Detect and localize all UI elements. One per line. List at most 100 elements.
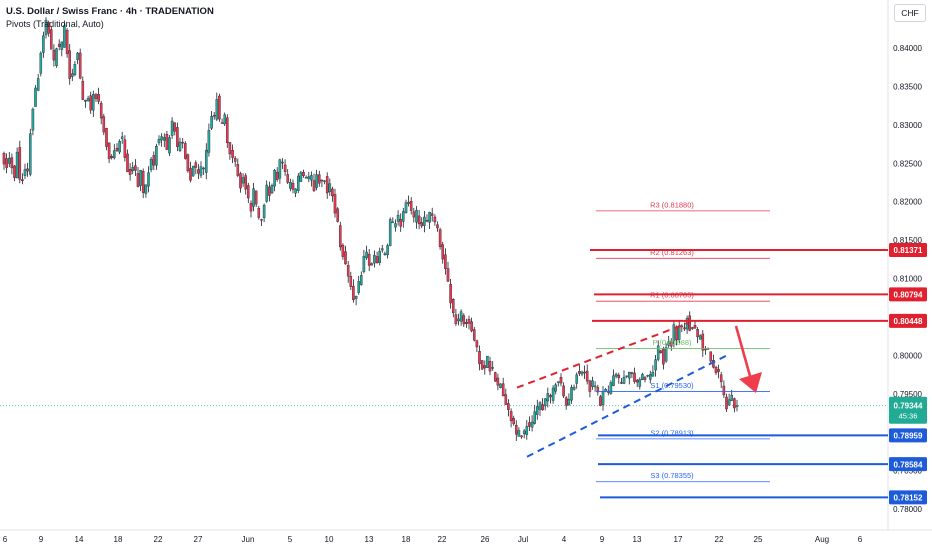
candle-body: [21, 179, 24, 182]
candle-body: [352, 285, 355, 300]
candle-body: [55, 48, 58, 66]
candle-body: [270, 185, 274, 194]
candle-body: [120, 136, 124, 139]
candle-body: [199, 166, 203, 176]
time-tick-label: 26: [481, 535, 490, 544]
candle-body: [373, 255, 376, 264]
candle-body: [181, 141, 184, 144]
candle-body: [89, 95, 92, 111]
candle-body: [354, 296, 358, 299]
candle-body: [525, 426, 529, 435]
candle-body: [63, 25, 66, 48]
candle-body: [494, 372, 497, 382]
time-tick-label: 17: [674, 535, 683, 544]
candle-body: [323, 180, 326, 182]
chart-title: U.S. Dollar / Swiss Franc · 4h · TRADENA…: [6, 6, 214, 17]
candle-body: [215, 99, 219, 120]
candle-body: [360, 275, 363, 285]
candle-body: [646, 375, 649, 377]
candle-body: [402, 211, 405, 222]
candle-body: [26, 168, 29, 172]
candle-body: [147, 172, 150, 187]
candle-body: [349, 276, 353, 287]
candle-body: [557, 381, 560, 383]
candle-body: [564, 397, 568, 406]
candle-body: [651, 371, 655, 377]
candle-body: [546, 393, 550, 402]
candle-body: [654, 359, 657, 371]
candle-body: [522, 430, 526, 435]
candle-body: [178, 141, 182, 151]
candle-body: [599, 396, 602, 406]
currency-button[interactable]: CHF: [894, 4, 926, 22]
candle-body: [202, 167, 205, 170]
price-tick-label: 0.82000: [893, 198, 922, 207]
candle-body: [549, 395, 552, 398]
price-axis: 0.84000 0.83500 0.83000 0.82500 0.82000 0.815…: [893, 44, 922, 514]
candle-body: [126, 153, 129, 173]
indicator-legend[interactable]: Pivots (Traditional, Auto): [6, 19, 104, 29]
candle-body: [559, 377, 563, 384]
candle-body: [536, 406, 539, 415]
time-axis: 6 9 14 18 22 27 Jun 5 10 13 18 22 26 Jul 4 9 13 17 22 25 Aug…: [3, 535, 863, 544]
time-tick-label: 5: [288, 535, 293, 544]
candle-body: [289, 182, 292, 189]
candle-body: [254, 190, 258, 205]
pivot-label: S1 (0.79530): [650, 381, 694, 390]
level-price-badge-text: 0.80448: [894, 317, 923, 326]
candle-body: [357, 281, 360, 293]
candle-body: [367, 253, 371, 266]
candle-body: [5, 158, 8, 168]
candle-body: [438, 229, 442, 247]
candle-body: [194, 162, 198, 168]
time-tick-label: 6: [858, 535, 863, 544]
candle-body: [473, 329, 476, 341]
candle-body: [247, 185, 250, 199]
candle-body: [625, 375, 628, 377]
candle-body: [441, 244, 444, 260]
candle-body: [210, 116, 213, 129]
pivot-lines: R3 (0.81880)R2 (0.81263)R1 (0.80705)P (0…: [596, 200, 770, 483]
candle-body: [407, 201, 410, 204]
candle-body: [551, 387, 555, 401]
candle-body: [231, 150, 234, 158]
candles: [2, 17, 739, 441]
candle-body: [446, 268, 450, 282]
candle-body: [18, 147, 22, 180]
candle-body: [664, 347, 668, 362]
candle-body: [391, 221, 395, 224]
candle-body: [297, 175, 300, 191]
candle-body: [362, 255, 366, 272]
candle-body: [588, 380, 592, 392]
candle-body: [430, 213, 434, 216]
time-tick-label: 4: [562, 535, 567, 544]
candle-body: [614, 373, 618, 377]
candle-body: [609, 382, 613, 394]
candle-body: [226, 117, 229, 143]
candle-body: [530, 421, 534, 428]
candle-body: [667, 341, 670, 346]
candle-body: [578, 371, 581, 374]
candle-body: [467, 319, 471, 324]
candle-body: [504, 394, 508, 405]
candle-body: [141, 171, 145, 193]
candle-body: [113, 150, 116, 159]
candle-body: [717, 369, 720, 372]
candle-body: [131, 166, 134, 172]
candle-body: [273, 170, 276, 187]
candle-body: [260, 219, 263, 221]
candle-body: [365, 251, 368, 259]
candle-body: [470, 321, 473, 332]
candle-body: [307, 176, 311, 180]
channel-upper-line: [516, 322, 689, 389]
candle-body: [249, 202, 253, 212]
price-tick-label: 0.83500: [893, 82, 922, 91]
time-tick-label: 22: [154, 535, 163, 544]
candle-body: [399, 218, 402, 227]
candle-body: [281, 161, 284, 164]
candle-body: [186, 154, 190, 172]
time-tick-label: 18: [402, 535, 411, 544]
pivot-label: P (0.80088): [652, 338, 692, 347]
